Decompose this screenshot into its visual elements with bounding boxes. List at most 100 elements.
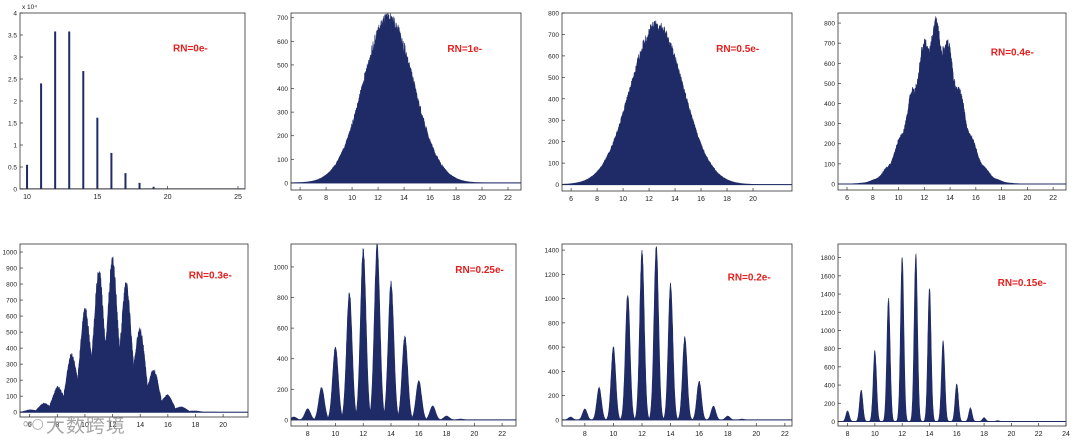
x-tick-label: 10: [871, 431, 879, 438]
x-tick-label: 18: [980, 431, 988, 438]
histogram-panel-6: 8 10 12 14 16 18 20 22 0 200 400 600 800 1000 RN=0.25e…: [274, 243, 517, 438]
y-tick-label: 100: [548, 161, 559, 168]
x-tick-label: 16: [415, 431, 423, 438]
histogram-marks: [291, 244, 516, 421]
y-tick-label: 2.5: [8, 77, 17, 84]
x-tick-label: 20: [164, 194, 172, 201]
y-tick-label: 800: [824, 346, 835, 353]
y-tick-label: 0: [555, 417, 559, 424]
x-tick-label: 22: [1049, 195, 1057, 202]
y-tick-label: 2: [13, 99, 17, 106]
x-tick-label: 14: [946, 195, 954, 202]
watermark-logo-icon: ∞○: [22, 416, 44, 432]
y-tick-label: 1000: [545, 296, 560, 303]
y-tick-label: 1800: [821, 255, 836, 262]
y-tick-label: 3: [13, 55, 17, 62]
panel-label: RN=0.15e-: [998, 278, 1047, 289]
y-tick-label: 0: [13, 410, 17, 417]
y-tick-label: 600: [277, 326, 288, 333]
y-tick-label: 1: [13, 143, 17, 150]
y-tick-label: 600: [824, 61, 835, 68]
histogram-panel-1: 10 15 20 25 0 0.5 1 1.5 2 2.5 3 3.5 4 x 10⁴ RN=0e-: [8, 4, 246, 201]
x-tick-label: 20: [1023, 195, 1031, 202]
x-tick-label: 12: [638, 431, 646, 438]
y-tick-label: 200: [6, 378, 17, 385]
y-tick-label: 200: [548, 393, 559, 400]
histogram-marks: [562, 246, 792, 421]
x-tick-label: 10: [610, 431, 618, 438]
y-tick-label: 300: [824, 121, 835, 128]
x-tick-label: 25: [234, 194, 242, 201]
y-tick-label: 200: [548, 139, 559, 146]
y-tick-label: 1200: [821, 310, 836, 317]
x-tick-label: 10: [81, 422, 89, 429]
x-tick-label: 8: [306, 431, 310, 438]
x-tick-label: 14: [387, 431, 395, 438]
histogram-bar: [152, 186, 155, 189]
y-tick-label: 400: [548, 96, 559, 103]
x-tick-label: 8: [846, 431, 850, 438]
y-tick-label: 4: [13, 11, 17, 18]
y-tick-label: 700: [277, 15, 288, 22]
panel-label: RN=0.3e-: [189, 271, 232, 282]
x-tick-label: 20: [470, 431, 478, 438]
histogram-bar: [82, 71, 85, 189]
y-tick-label: 0: [13, 187, 17, 194]
histogram-marks: [838, 16, 1066, 185]
histogram-area: [291, 13, 521, 184]
panel-label: RN=0.4e-: [991, 47, 1034, 58]
x-tick-label: 10: [895, 195, 903, 202]
watermark: ∞○ 大数跨境: [22, 410, 126, 438]
x-tick-label: 18: [443, 431, 451, 438]
histogram-panel-7: 8 10 12 14 16 18 20 22 0 200 400 600 800 1000 1200 1400…: [545, 243, 793, 438]
x-tick-label: 16: [164, 422, 172, 429]
y-tick-label: 1000: [3, 250, 18, 257]
histogram-bar: [26, 164, 29, 189]
x-tick-label: 18: [452, 195, 460, 202]
x-tick-label: 8: [324, 195, 328, 202]
y-tick-label: 300: [277, 110, 288, 117]
x-tick-label: 18: [192, 422, 200, 429]
axes-frame: [837, 243, 1067, 427]
y-tick-label: 900: [6, 266, 17, 273]
x-tick-label: 22: [504, 195, 512, 202]
histogram-bar: [124, 173, 127, 189]
x-tick-label: 18: [723, 196, 731, 203]
x-tick-label: 12: [645, 196, 653, 203]
panel-label: RN=1e-: [447, 44, 482, 55]
x-tick-label: 16: [697, 196, 705, 203]
y-tick-label: 500: [824, 81, 835, 88]
x-tick-label: 14: [667, 431, 675, 438]
y-tick-label: 1600: [821, 273, 836, 280]
y-tick-label: 700: [548, 32, 559, 39]
y-tick-label: 1400: [545, 248, 560, 255]
y-tick-label: 400: [824, 383, 835, 390]
x-tick-label: 12: [920, 195, 928, 202]
x-tick-label: 20: [478, 195, 486, 202]
watermark-text: 大数跨境: [45, 414, 126, 437]
x-tick-label: 18: [724, 431, 732, 438]
y-tick-label: 400: [824, 101, 835, 108]
x-tick-label: 6: [845, 195, 849, 202]
y-tick-label: 300: [548, 118, 559, 125]
y-tick-label: 600: [6, 314, 17, 321]
x-tick-label: 16: [426, 195, 434, 202]
panel-label: RN=0.2e-: [728, 272, 771, 283]
x-tick-label: 20: [219, 422, 227, 429]
axes-frame: [19, 12, 246, 190]
y-tick-label: 0: [831, 181, 835, 188]
histogram-panel-2: 6 8 10 12 14 16 18 20 22 0 100 200 300 400 500 600 700 RN…: [277, 12, 522, 202]
x-tick-label: 10: [23, 194, 31, 201]
histogram-bar: [138, 182, 141, 189]
x-tick-label: 18: [998, 195, 1006, 202]
y-tick-label: 700: [824, 41, 835, 48]
histogram-panel-3: 6 8 10 12 14 16 18 200100200300400500600700800R…: [548, 11, 793, 203]
histogram-bar: [96, 117, 99, 189]
x-tick-label: 10: [348, 195, 356, 202]
x-tick-label: 20: [752, 431, 760, 438]
y-tick-label: 800: [548, 11, 559, 18]
y-tick-label: 200: [824, 401, 835, 408]
y-tick-label: 300: [6, 362, 17, 369]
x-tick-label: 10: [619, 196, 627, 203]
y-tick-label: 0.5: [8, 165, 17, 172]
